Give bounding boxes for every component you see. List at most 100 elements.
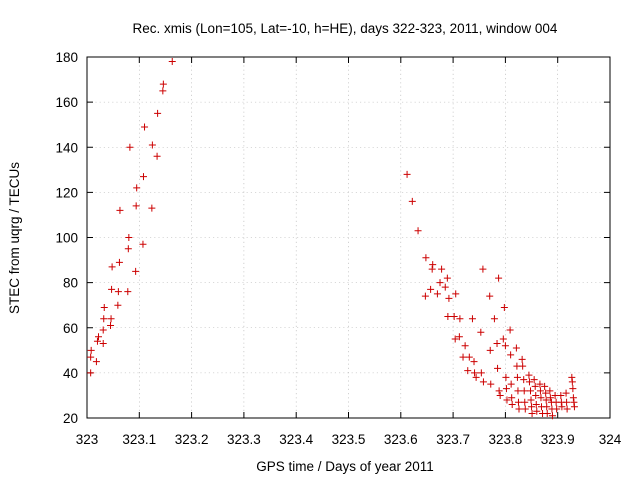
data-point xyxy=(486,292,494,300)
data-point xyxy=(569,385,577,393)
data-point xyxy=(148,204,156,212)
data-point xyxy=(471,369,479,377)
data-point xyxy=(159,80,167,88)
data-point xyxy=(414,227,422,235)
data-point xyxy=(87,346,95,354)
data-point xyxy=(533,407,541,415)
data-point xyxy=(501,342,509,350)
data-point xyxy=(502,373,510,381)
data-point xyxy=(514,398,522,406)
data-point xyxy=(479,265,487,273)
data-point xyxy=(528,409,536,417)
data-point xyxy=(108,263,116,271)
data-point xyxy=(494,364,502,372)
data-point xyxy=(558,403,566,411)
data-point xyxy=(107,321,115,329)
data-point xyxy=(92,358,100,366)
data-point xyxy=(543,409,551,417)
data-point xyxy=(139,240,147,248)
data-point xyxy=(154,109,162,117)
x-tick-label: 324 xyxy=(599,432,622,447)
data-point xyxy=(562,389,570,397)
data-point xyxy=(132,202,140,210)
data-point xyxy=(87,353,95,361)
data-point xyxy=(568,378,576,386)
data-point xyxy=(141,123,149,131)
data-point xyxy=(421,292,429,300)
data-point xyxy=(548,412,556,420)
data-point xyxy=(553,405,561,413)
data-points xyxy=(87,58,578,420)
data-point xyxy=(114,301,122,309)
data-point xyxy=(563,398,571,406)
data-point xyxy=(114,288,122,296)
x-tick-label: 323.7 xyxy=(436,432,470,447)
data-point xyxy=(433,290,441,298)
x-tick-label: 323.1 xyxy=(122,432,156,447)
data-point xyxy=(525,371,533,379)
y-tick-label: 80 xyxy=(63,276,78,291)
data-point xyxy=(536,380,544,388)
data-point xyxy=(124,288,132,296)
data-point xyxy=(452,290,460,298)
x-tick-label: 323.5 xyxy=(332,432,366,447)
data-point xyxy=(124,245,132,253)
data-point xyxy=(543,403,551,411)
data-point xyxy=(495,387,503,395)
data-point xyxy=(451,335,459,343)
x-tick-label: 323.4 xyxy=(279,432,313,447)
data-point xyxy=(563,405,571,413)
x-tick-label: 323.6 xyxy=(384,432,418,447)
data-point xyxy=(528,403,536,411)
y-tick-label: 140 xyxy=(55,140,78,155)
data-point xyxy=(465,353,473,361)
data-point xyxy=(139,173,147,181)
data-point xyxy=(506,326,514,334)
data-point xyxy=(508,400,516,408)
y-tick-label: 60 xyxy=(63,321,78,336)
data-point xyxy=(507,351,515,359)
data-point xyxy=(422,254,430,262)
y-tick-label: 120 xyxy=(55,185,78,200)
x-tick-label: 323.9 xyxy=(541,432,575,447)
data-point xyxy=(568,373,576,381)
data-point xyxy=(530,376,538,384)
data-point xyxy=(557,391,565,399)
data-point xyxy=(115,258,123,266)
data-point xyxy=(455,333,463,341)
data-point xyxy=(408,197,416,205)
data-point xyxy=(403,170,411,178)
data-point xyxy=(450,312,458,320)
data-point xyxy=(443,274,451,282)
data-point xyxy=(527,396,535,404)
data-point xyxy=(487,380,495,388)
y-tick-label: 40 xyxy=(63,366,78,381)
data-point xyxy=(429,261,437,269)
x-axis-label: GPS time / Days of year 2011 xyxy=(256,459,434,474)
axis-ticks: 323 323.1 323.2 323.3 323.4 323.5 323.6 323.7 32… xyxy=(55,50,621,447)
grid xyxy=(87,57,610,418)
data-point xyxy=(100,303,108,311)
data-point xyxy=(133,184,141,192)
data-point xyxy=(518,355,526,363)
data-point xyxy=(107,315,115,323)
data-point xyxy=(441,283,449,291)
data-point xyxy=(521,405,529,413)
data-point xyxy=(436,279,444,287)
x-tick-label: 323 xyxy=(76,432,99,447)
data-point xyxy=(508,394,516,402)
data-point xyxy=(472,373,480,381)
data-point xyxy=(132,267,140,275)
x-tick-label: 323.8 xyxy=(489,432,523,447)
data-point xyxy=(168,58,176,66)
data-point xyxy=(459,353,467,361)
data-point xyxy=(532,400,540,408)
data-point xyxy=(513,373,521,381)
data-point xyxy=(477,369,485,377)
data-point xyxy=(438,265,446,273)
data-point xyxy=(470,358,478,366)
data-point xyxy=(536,387,544,395)
data-point xyxy=(479,378,487,386)
data-point xyxy=(525,378,533,386)
data-point xyxy=(520,376,528,384)
